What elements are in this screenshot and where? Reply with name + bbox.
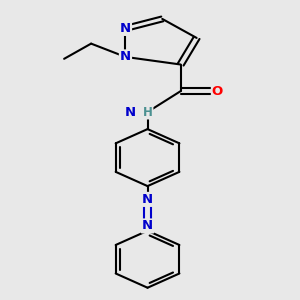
- Text: H: H: [142, 106, 152, 118]
- Text: N: N: [142, 220, 153, 232]
- Text: N: N: [142, 193, 153, 206]
- Text: N: N: [120, 50, 131, 63]
- Text: N: N: [125, 106, 136, 118]
- Text: O: O: [212, 85, 223, 98]
- Text: N: N: [120, 22, 131, 35]
